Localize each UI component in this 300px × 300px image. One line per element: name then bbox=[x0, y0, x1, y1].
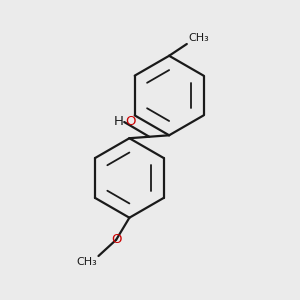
Text: CH₃: CH₃ bbox=[76, 257, 97, 268]
Text: O: O bbox=[125, 115, 135, 128]
Text: CH₃: CH₃ bbox=[188, 33, 209, 43]
Text: H: H bbox=[114, 115, 124, 128]
Text: O: O bbox=[111, 233, 122, 246]
